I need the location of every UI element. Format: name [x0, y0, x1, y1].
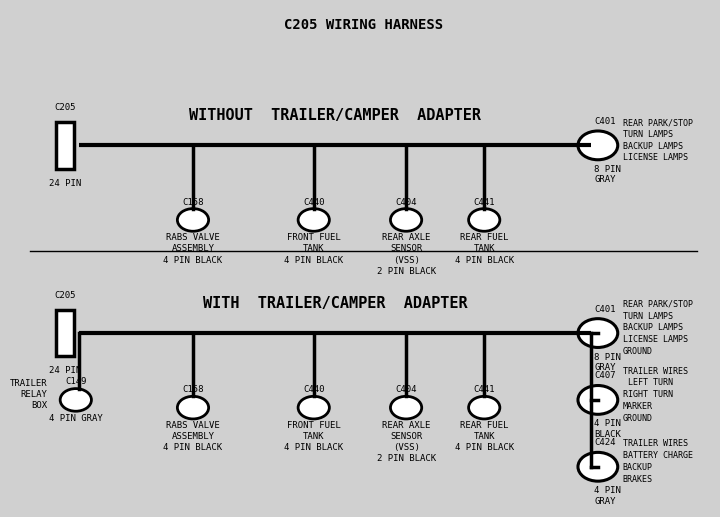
- Text: 4 PIN
GRAY: 4 PIN GRAY: [594, 486, 621, 506]
- Text: WITH  TRAILER/CAMPER  ADAPTER: WITH TRAILER/CAMPER ADAPTER: [203, 296, 467, 311]
- Text: FRONT FUEL
TANK
4 PIN BLACK: FRONT FUEL TANK 4 PIN BLACK: [284, 233, 343, 265]
- FancyBboxPatch shape: [56, 122, 74, 169]
- Text: C149: C149: [65, 376, 86, 386]
- Text: REAR FUEL
TANK
4 PIN BLACK: REAR FUEL TANK 4 PIN BLACK: [454, 421, 514, 452]
- Text: C424: C424: [594, 438, 616, 447]
- Circle shape: [177, 209, 209, 231]
- Circle shape: [578, 318, 618, 347]
- Text: 24 PIN: 24 PIN: [49, 367, 81, 375]
- Circle shape: [390, 397, 422, 419]
- Circle shape: [298, 209, 329, 231]
- Text: 8 PIN
GRAY: 8 PIN GRAY: [594, 353, 621, 372]
- Text: 4 PIN GRAY: 4 PIN GRAY: [49, 414, 103, 423]
- Circle shape: [578, 452, 618, 481]
- Text: REAR PARK/STOP
TURN LAMPS
BACKUP LAMPS
LICENSE LAMPS
GROUND: REAR PARK/STOP TURN LAMPS BACKUP LAMPS L…: [623, 300, 693, 356]
- Text: RABS VALVE
ASSEMBLY
4 PIN BLACK: RABS VALVE ASSEMBLY 4 PIN BLACK: [163, 233, 222, 265]
- Circle shape: [60, 389, 91, 411]
- Circle shape: [298, 397, 329, 419]
- Text: C404: C404: [395, 197, 417, 207]
- Text: C205: C205: [55, 103, 76, 112]
- Circle shape: [390, 209, 422, 231]
- Text: C205 WIRING HARNESS: C205 WIRING HARNESS: [284, 18, 443, 32]
- Text: 8 PIN
GRAY: 8 PIN GRAY: [594, 165, 621, 185]
- Text: REAR FUEL
TANK
4 PIN BLACK: REAR FUEL TANK 4 PIN BLACK: [454, 233, 514, 265]
- Text: C440: C440: [303, 197, 325, 207]
- Text: RABS VALVE
ASSEMBLY
4 PIN BLACK: RABS VALVE ASSEMBLY 4 PIN BLACK: [163, 421, 222, 452]
- Text: C441: C441: [474, 385, 495, 394]
- Text: TRAILER WIRES
 LEFT TURN
RIGHT TURN
MARKER
GROUND: TRAILER WIRES LEFT TURN RIGHT TURN MARKE…: [623, 367, 688, 423]
- Text: WITHOUT  TRAILER/CAMPER  ADAPTER: WITHOUT TRAILER/CAMPER ADAPTER: [189, 108, 481, 123]
- Text: C158: C158: [182, 197, 204, 207]
- Text: TRAILER WIRES
BATTERY CHARGE
BACKUP
BRAKES: TRAILER WIRES BATTERY CHARGE BACKUP BRAK…: [623, 439, 693, 484]
- Text: REAR AXLE
SENSOR
(VSS)
2 PIN BLACK: REAR AXLE SENSOR (VSS) 2 PIN BLACK: [377, 421, 436, 463]
- Circle shape: [177, 397, 209, 419]
- Text: REAR PARK/STOP
TURN LAMPS
BACKUP LAMPS
LICENSE LAMPS: REAR PARK/STOP TURN LAMPS BACKUP LAMPS L…: [623, 118, 693, 162]
- Circle shape: [578, 386, 618, 414]
- Text: C401: C401: [594, 117, 616, 126]
- Text: 24 PIN: 24 PIN: [49, 179, 81, 188]
- Text: C158: C158: [182, 385, 204, 394]
- Text: C205: C205: [55, 291, 76, 300]
- Circle shape: [469, 209, 500, 231]
- Text: FRONT FUEL
TANK
4 PIN BLACK: FRONT FUEL TANK 4 PIN BLACK: [284, 421, 343, 452]
- Text: C401: C401: [594, 305, 616, 313]
- Text: C404: C404: [395, 385, 417, 394]
- Text: C407: C407: [594, 371, 616, 381]
- FancyBboxPatch shape: [56, 310, 74, 356]
- Text: C441: C441: [474, 197, 495, 207]
- Text: 4 PIN
BLACK: 4 PIN BLACK: [594, 419, 621, 439]
- Text: REAR AXLE
SENSOR
(VSS)
2 PIN BLACK: REAR AXLE SENSOR (VSS) 2 PIN BLACK: [377, 233, 436, 276]
- Text: C440: C440: [303, 385, 325, 394]
- Circle shape: [578, 131, 618, 160]
- Circle shape: [469, 397, 500, 419]
- Text: TRAILER
RELAY
BOX: TRAILER RELAY BOX: [10, 379, 48, 410]
